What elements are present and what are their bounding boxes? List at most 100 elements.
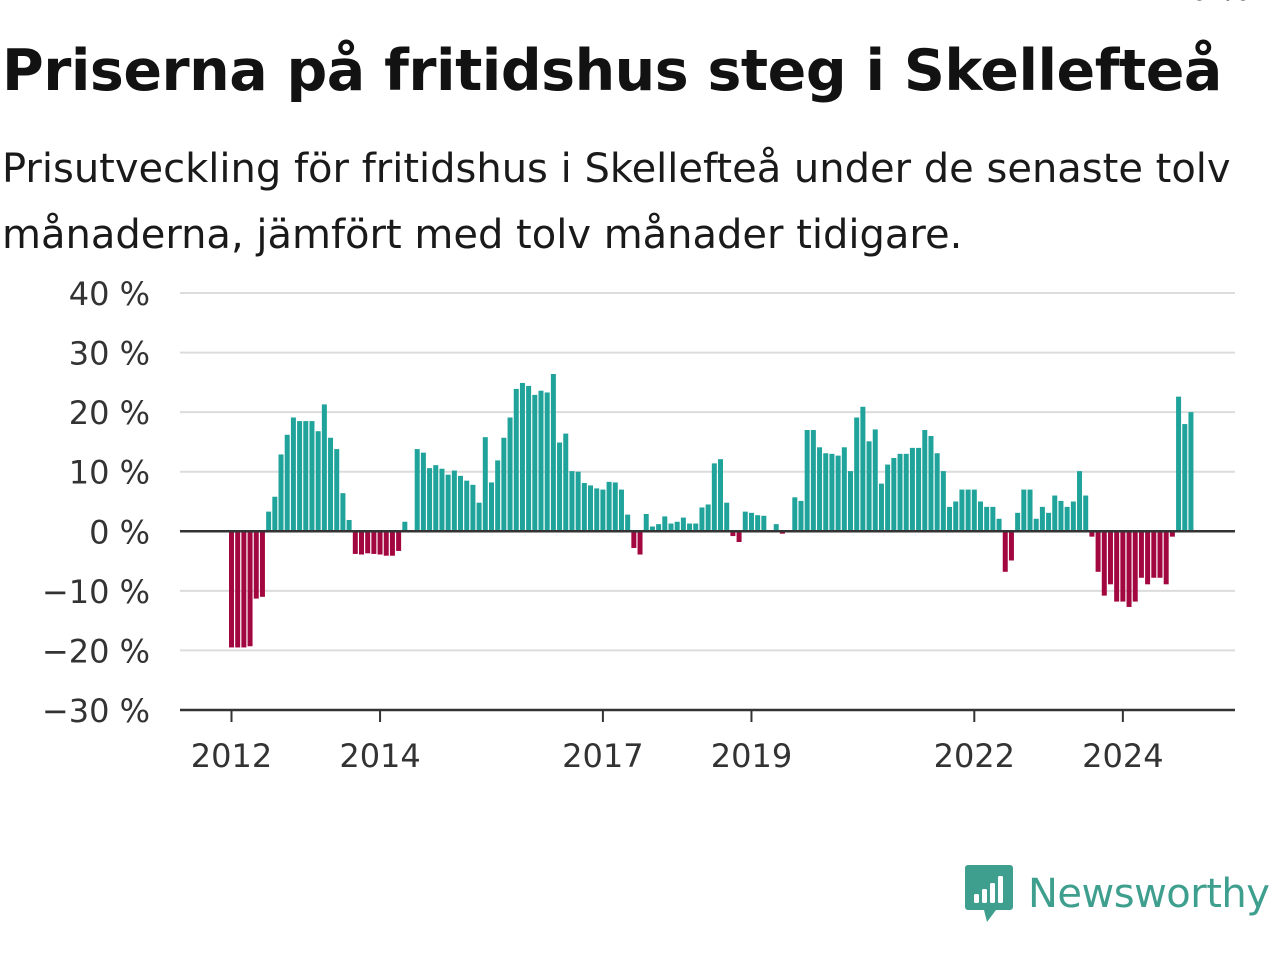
bar bbox=[1101, 531, 1107, 596]
bar bbox=[668, 523, 674, 532]
bar bbox=[792, 497, 798, 532]
bar bbox=[1083, 495, 1089, 532]
bar bbox=[742, 511, 748, 532]
bar bbox=[680, 517, 686, 532]
bar bbox=[1021, 489, 1027, 532]
bar bbox=[705, 504, 711, 532]
bar bbox=[804, 430, 810, 532]
bar bbox=[464, 480, 470, 532]
bar bbox=[396, 531, 402, 551]
bar bbox=[569, 471, 575, 532]
y-tick-label: 20 % bbox=[69, 394, 150, 432]
value-annotation: 20 % bbox=[1169, 0, 1250, 8]
bar bbox=[866, 441, 872, 532]
bar bbox=[916, 447, 922, 532]
bar bbox=[427, 468, 433, 532]
newsworthy-logo-icon bbox=[965, 865, 1013, 922]
bar bbox=[903, 453, 909, 532]
bar bbox=[656, 524, 662, 532]
bar bbox=[829, 453, 835, 532]
bar bbox=[730, 531, 736, 537]
y-tick-label: 30 % bbox=[69, 335, 150, 373]
bar bbox=[495, 460, 501, 532]
bar bbox=[334, 449, 340, 532]
bar bbox=[841, 447, 847, 532]
bar bbox=[699, 507, 705, 532]
bar bbox=[501, 437, 507, 532]
bar bbox=[736, 531, 742, 543]
bar bbox=[470, 484, 476, 532]
bar bbox=[563, 433, 569, 532]
bar bbox=[439, 468, 445, 532]
bar bbox=[377, 531, 383, 555]
bar bbox=[272, 496, 278, 532]
bar bbox=[773, 524, 779, 532]
bar bbox=[526, 385, 532, 532]
bar bbox=[575, 471, 581, 532]
x-tick-label: 2022 bbox=[934, 737, 1015, 775]
bar bbox=[996, 518, 1002, 532]
bar bbox=[1058, 500, 1064, 532]
bar bbox=[637, 531, 643, 555]
bar bbox=[359, 531, 364, 555]
bar bbox=[1002, 531, 1008, 572]
bar bbox=[718, 459, 723, 532]
bar bbox=[878, 483, 884, 532]
bar bbox=[532, 394, 538, 532]
axes bbox=[180, 530, 1235, 712]
bar bbox=[290, 417, 296, 532]
bar bbox=[458, 475, 464, 532]
bar bbox=[618, 489, 624, 532]
bar bbox=[1027, 489, 1033, 532]
bar bbox=[315, 431, 321, 532]
bar bbox=[352, 531, 358, 554]
bar bbox=[612, 482, 618, 532]
bar bbox=[321, 404, 327, 532]
bar bbox=[928, 435, 934, 532]
bar bbox=[1095, 531, 1101, 572]
bar bbox=[922, 430, 928, 532]
bar bbox=[860, 406, 866, 532]
y-tick-label: 40 % bbox=[69, 275, 150, 313]
bar bbox=[724, 502, 730, 532]
bar bbox=[643, 514, 649, 532]
x-tick-label: 2017 bbox=[562, 737, 643, 775]
bar bbox=[848, 471, 853, 532]
bar bbox=[959, 489, 965, 532]
bar bbox=[823, 453, 829, 532]
bar bbox=[810, 430, 816, 532]
bar bbox=[872, 429, 878, 532]
bar bbox=[761, 515, 767, 532]
y-tick-label: −10 % bbox=[42, 573, 150, 611]
bar bbox=[947, 506, 953, 532]
bar bbox=[1138, 531, 1144, 578]
bar bbox=[885, 464, 891, 532]
bar bbox=[488, 482, 494, 532]
bar bbox=[600, 489, 606, 532]
x-tick-label: 2019 bbox=[711, 737, 792, 775]
bar bbox=[550, 374, 556, 532]
bar bbox=[235, 531, 241, 648]
bar bbox=[1132, 531, 1138, 602]
bar bbox=[1064, 506, 1070, 532]
bar bbox=[346, 519, 352, 532]
y-tick-label: −30 % bbox=[42, 692, 150, 730]
bar bbox=[340, 493, 346, 532]
bar bbox=[414, 449, 420, 532]
bar bbox=[798, 500, 804, 532]
bars bbox=[229, 374, 1194, 648]
bar bbox=[513, 388, 519, 532]
bar bbox=[891, 458, 897, 532]
x-tick-label: 2012 bbox=[191, 737, 272, 775]
x-tick-label: 2024 bbox=[1082, 737, 1163, 775]
bar bbox=[984, 506, 990, 532]
annotations: 20 % bbox=[1169, 0, 1250, 8]
y-tick-label: 10 % bbox=[69, 454, 150, 492]
bar bbox=[1033, 518, 1039, 532]
bar bbox=[1176, 396, 1182, 532]
x-axis-tick-labels: 2012 2014 2017 2019 2022 2024 bbox=[191, 710, 1164, 775]
bar bbox=[687, 523, 693, 532]
bar bbox=[1151, 531, 1157, 578]
bar bbox=[1039, 506, 1045, 532]
bar bbox=[1145, 531, 1151, 585]
